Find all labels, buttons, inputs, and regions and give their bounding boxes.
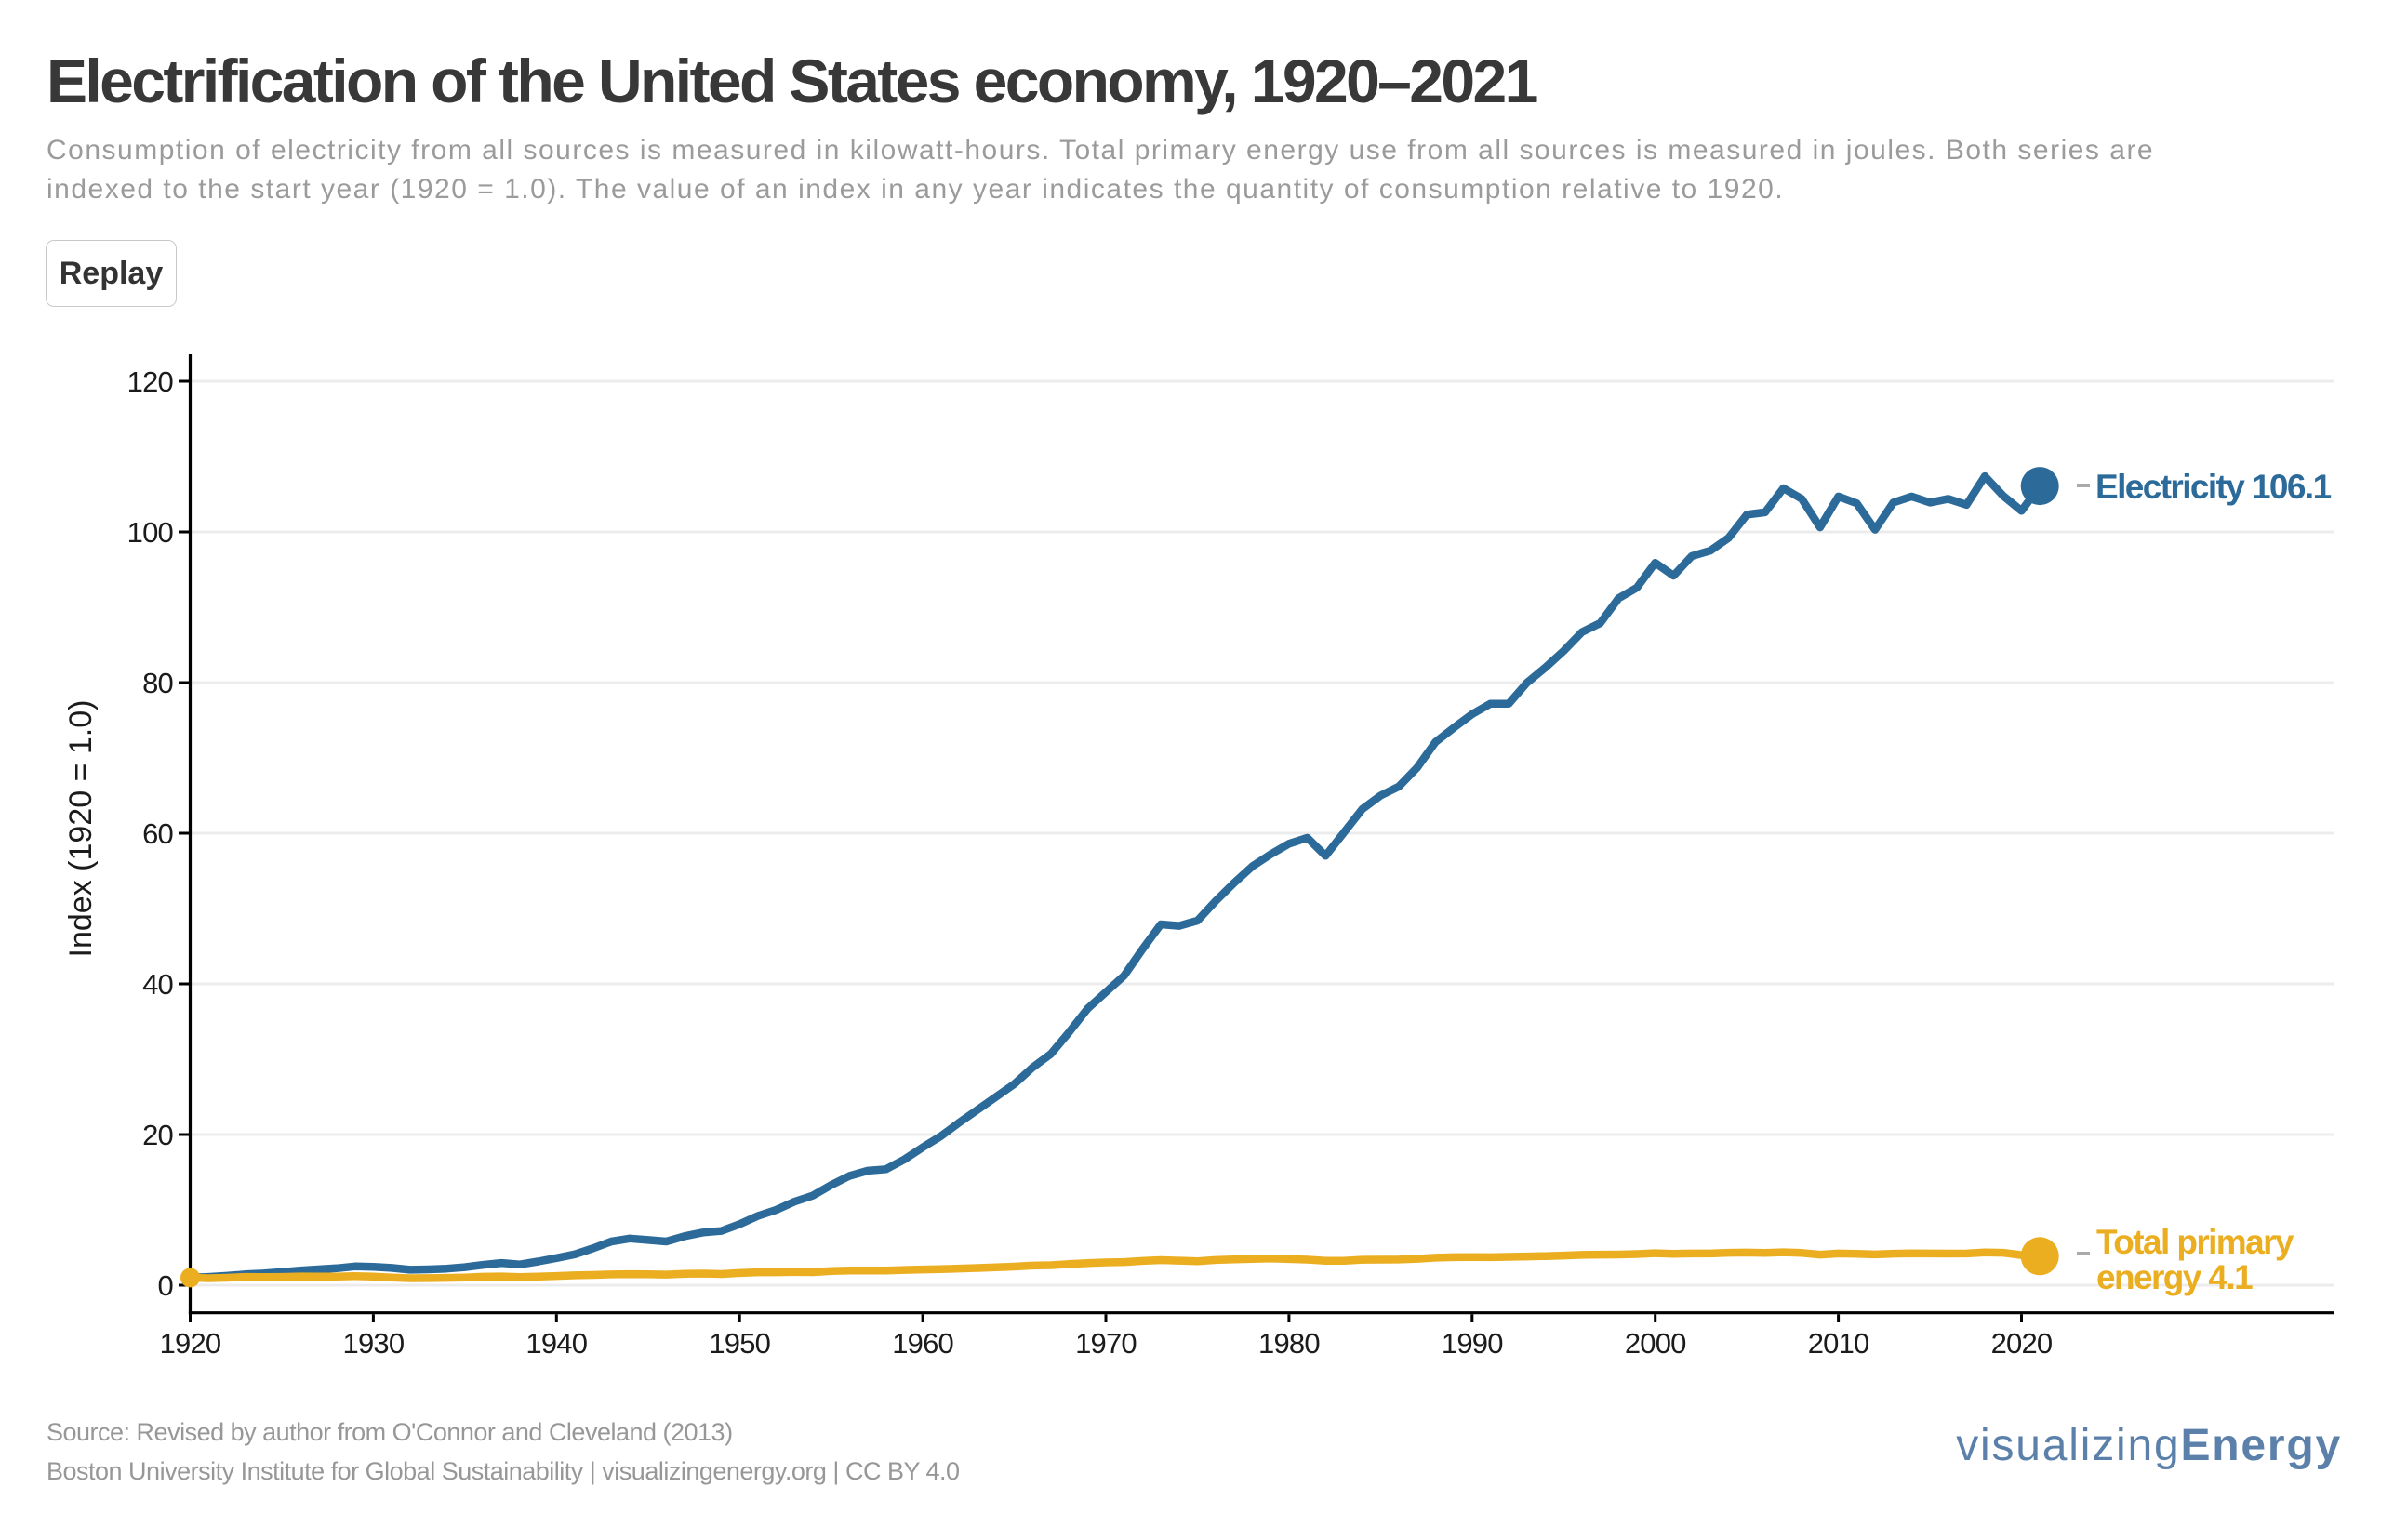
svg-text:1950: 1950 xyxy=(709,1327,770,1360)
svg-text:1980: 1980 xyxy=(1258,1327,1320,1360)
svg-text:1990: 1990 xyxy=(1442,1327,1503,1360)
svg-text:1960: 1960 xyxy=(892,1327,953,1360)
svg-text:20: 20 xyxy=(142,1119,173,1151)
svg-text:0: 0 xyxy=(158,1269,174,1302)
svg-text:Index (1920 = 1.0): Index (1920 = 1.0) xyxy=(63,700,99,958)
svg-text:2000: 2000 xyxy=(1625,1327,1686,1360)
svg-text:2010: 2010 xyxy=(1808,1327,1869,1360)
svg-text:1970: 1970 xyxy=(1075,1327,1137,1360)
svg-text:40: 40 xyxy=(142,968,173,1001)
svg-text:Total primary: Total primary xyxy=(2096,1223,2294,1261)
svg-text:80: 80 xyxy=(142,667,173,699)
svg-text:Electricity 106.1: Electricity 106.1 xyxy=(2095,468,2332,506)
svg-text:100: 100 xyxy=(127,516,174,549)
svg-text:120: 120 xyxy=(127,365,174,398)
svg-text:60: 60 xyxy=(142,817,173,850)
svg-text:energy 4.1: energy 4.1 xyxy=(2096,1258,2253,1296)
svg-text:1920: 1920 xyxy=(160,1327,221,1360)
svg-text:2020: 2020 xyxy=(1991,1327,2053,1360)
svg-text:1940: 1940 xyxy=(525,1327,587,1360)
svg-text:1930: 1930 xyxy=(343,1327,405,1360)
